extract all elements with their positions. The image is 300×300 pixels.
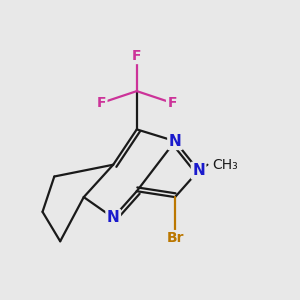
Text: N: N — [169, 134, 182, 149]
Text: Br: Br — [166, 231, 184, 245]
Text: F: F — [97, 96, 106, 110]
Text: F: F — [167, 96, 177, 110]
Text: N: N — [107, 210, 120, 225]
Text: CH₃: CH₃ — [212, 158, 238, 172]
Text: F: F — [132, 49, 142, 63]
Text: N: N — [192, 163, 205, 178]
